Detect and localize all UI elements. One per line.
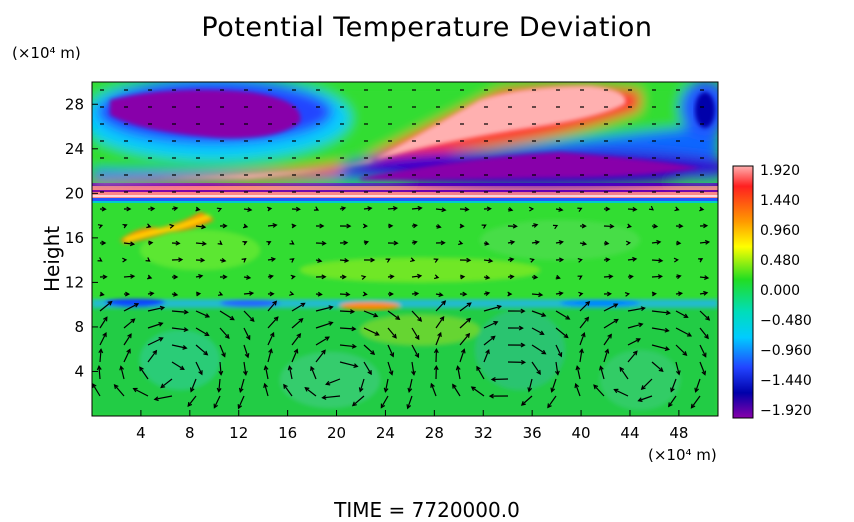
colorbar-label: −1.920 — [760, 403, 812, 419]
x-tick-label: 8 — [185, 424, 195, 442]
colorbar-label: 1.920 — [760, 163, 800, 179]
layered-band — [92, 183, 718, 203]
wind-arrow — [492, 379, 508, 380]
heatmap-field — [80, 76, 740, 416]
x-tick-label: 36 — [523, 424, 542, 442]
colorbar-label: −1.440 — [760, 373, 812, 389]
x-tick-label: 16 — [278, 424, 297, 442]
x-tick-label: 4 — [136, 424, 146, 442]
x-tick-label: 48 — [669, 424, 688, 442]
colorbar-label: 0.480 — [760, 253, 800, 269]
y-tick-label: 4 — [74, 362, 84, 380]
y-tick-label: 20 — [65, 184, 84, 202]
y-tick-label: 16 — [65, 229, 84, 247]
y-tick-label: 12 — [65, 273, 84, 291]
x-tick-label: 40 — [572, 424, 591, 442]
x-tick-label: 12 — [229, 424, 248, 442]
colorbar-label: 0.960 — [760, 223, 800, 239]
lower-layer-texture — [92, 305, 718, 416]
y-tick-label: 24 — [65, 140, 84, 158]
y-tick-label: 28 — [65, 95, 84, 113]
colorbar-label: −0.960 — [760, 343, 812, 359]
colorbar — [733, 166, 753, 418]
colorbar-label: 1.440 — [760, 193, 800, 209]
x-tick-label: 24 — [376, 424, 395, 442]
colorbar-label: 0.000 — [760, 283, 800, 299]
colorbar-ticks: 1.920 1.440 0.960 0.480 0.000 −0.480 −0.960 −1.… — [760, 163, 812, 419]
x-tick-label: 44 — [620, 424, 639, 442]
x-tick-label: 20 — [327, 424, 346, 442]
x-tick-label: 28 — [425, 424, 444, 442]
colorbar-label: −0.480 — [760, 313, 812, 329]
middle-layer-texture — [92, 200, 718, 298]
x-tick-label: 32 — [474, 424, 493, 442]
y-tick-label: 8 — [74, 318, 84, 336]
